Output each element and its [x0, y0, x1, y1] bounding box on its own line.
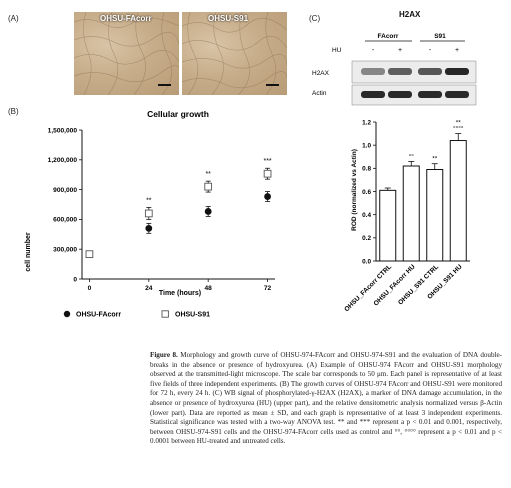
- point-s91: [85, 250, 94, 259]
- micrograph-s91: OHSU-S91: [182, 12, 287, 95]
- y-tick-label: 1,200,000: [48, 157, 78, 164]
- y-tick-label: 1,500,000: [48, 127, 78, 134]
- y-tick-label: 600,000: [53, 217, 77, 224]
- legend-label-facorr: OHSU-FAcorr: [76, 311, 121, 318]
- x-tick-label: OHSU_S91 CTRL: [397, 263, 440, 306]
- point-facorr: [204, 208, 212, 215]
- band-actin: [388, 91, 412, 98]
- blot-membrane-actin: [351, 84, 477, 106]
- y-axis-label: cell number: [25, 232, 32, 272]
- significance-label: **: [146, 197, 152, 204]
- panel-b-label: (B): [8, 107, 19, 116]
- y-tick-label: 1.2: [362, 119, 371, 126]
- bar: [402, 165, 420, 262]
- band-actin: [445, 91, 469, 98]
- significance-label: °°: [409, 152, 415, 160]
- micrograph-s91-title: OHSU-S91: [208, 14, 249, 23]
- band-actin: [418, 91, 442, 98]
- figure-caption: Figure 8. Morphology and growth curve of…: [150, 351, 502, 447]
- micrograph-facorr-title: OHSU-FAcorr: [100, 14, 152, 23]
- significance-label: ***: [263, 158, 271, 165]
- hu-row-label: HU: [332, 47, 342, 54]
- point-s91: [144, 209, 153, 218]
- bar: [426, 168, 444, 262]
- caption-lead: Figure 8.: [150, 351, 178, 359]
- x-tick-label: 72: [264, 285, 272, 292]
- x-tick-label: OHSU_FAcorr HU: [373, 263, 417, 307]
- y-tick-label: 0.8: [362, 166, 371, 173]
- point-facorr: [145, 224, 153, 232]
- band-h2ax: [418, 68, 442, 75]
- blot-group-facorr: FAcorr: [378, 33, 399, 40]
- y-tick-label: 0.6: [362, 189, 371, 196]
- cell-texture: [74, 12, 179, 95]
- bar: [379, 189, 397, 262]
- chart-title: Cellular growth: [147, 109, 209, 119]
- band-h2ax: [445, 68, 469, 75]
- significance-label: **: [205, 171, 211, 178]
- cell-texture: [182, 12, 287, 95]
- legend-marker-s91: [161, 310, 169, 318]
- band-h2ax: [388, 68, 412, 75]
- band-h2ax: [361, 68, 385, 75]
- panel-c-title: H2AX: [399, 10, 421, 19]
- bar: [449, 140, 467, 262]
- x-axis-label: Time (hours): [159, 290, 201, 297]
- panel-c-label: (C): [309, 14, 321, 23]
- hu-mark: -: [429, 47, 432, 54]
- hu-mark: -: [372, 47, 375, 54]
- y-tick-label: 0.4: [362, 212, 371, 219]
- y-tick-label: 1.0: [362, 142, 371, 149]
- rod-bar-chart: ROD (normalized vs Actin) 0.0 0.2 0.4 0.6 0.…: [343, 119, 470, 313]
- significance-label: **: [456, 120, 462, 127]
- blot-row-h2ax: H2AX: [312, 70, 330, 77]
- x-tick-label: 48: [205, 285, 213, 292]
- blot-row-actin: Actin: [312, 90, 327, 97]
- y-tick-label: 0: [73, 276, 77, 283]
- blot-group-s91: S91: [434, 33, 446, 40]
- scale-bar: [158, 84, 171, 86]
- x-tick-label: 24: [145, 285, 153, 292]
- scale-bar: [266, 84, 279, 86]
- y-axis-label: ROD (normalized vs Actin): [351, 149, 358, 231]
- legend-marker-facorr: [63, 310, 71, 318]
- legend-label-s91: OHSU-S91: [175, 311, 210, 318]
- significance-label: **: [432, 156, 438, 163]
- western-blot: FAcorr S91 HU - + - + H2AX Actin: [312, 33, 477, 106]
- y-tick-label: 0.0: [362, 258, 371, 265]
- micrograph-facorr: OHSU-FAcorr: [74, 12, 179, 95]
- band-actin: [361, 91, 385, 98]
- point-s91: [204, 182, 213, 191]
- hu-mark: +: [398, 47, 402, 54]
- y-tick-label: 900,000: [53, 187, 77, 194]
- point-facorr: [264, 193, 271, 200]
- x-tick-label: 0: [88, 285, 92, 292]
- point-s91: [263, 169, 272, 178]
- growth-chart: Cellular growth cell number Time (hours)…: [25, 109, 275, 318]
- panel-a-label: (A): [8, 14, 19, 23]
- blot-membrane-h2ax: [351, 60, 477, 84]
- caption-body: Morphology and growth curve of OHSU-974-…: [150, 351, 502, 446]
- y-tick-label: 300,000: [53, 247, 77, 254]
- y-tick-label: 0.2: [362, 235, 371, 242]
- significance-label: °°°°: [453, 125, 464, 133]
- hu-mark: +: [455, 47, 459, 54]
